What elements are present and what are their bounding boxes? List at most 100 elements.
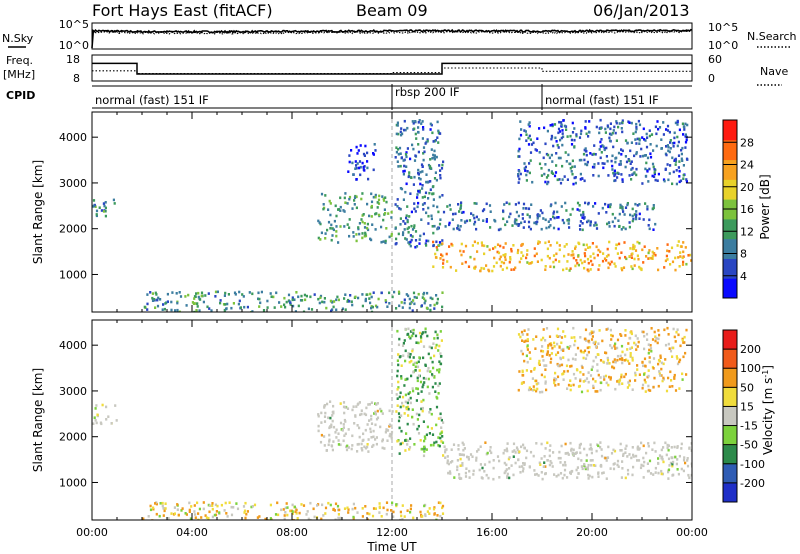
range-cell [213, 513, 216, 517]
range-cell [587, 135, 590, 138]
range-cell [421, 296, 424, 299]
range-cell [413, 224, 416, 227]
range-cell [395, 146, 398, 149]
range-cell [569, 441, 572, 445]
range-cell [363, 226, 367, 229]
range-cell [439, 355, 443, 358]
range-cell [390, 232, 393, 236]
range-cell [354, 194, 357, 198]
range-cell [635, 142, 638, 145]
range-cell [684, 461, 687, 465]
range-cell [663, 179, 666, 183]
range-cell [667, 149, 670, 153]
range-cell [667, 178, 670, 182]
range-cell [413, 443, 416, 446]
range-cell [410, 504, 413, 507]
range-cell [413, 202, 416, 205]
range-cell [376, 305, 379, 309]
range-cell [426, 291, 429, 295]
range-cell [430, 217, 433, 221]
range-cell [580, 459, 583, 462]
range-cell [583, 260, 586, 263]
range-cell [202, 501, 205, 504]
range-cell [189, 517, 192, 520]
range-cell [520, 221, 523, 225]
range-cell [651, 207, 654, 210]
range-cell [544, 368, 547, 371]
range-cell [396, 388, 399, 391]
range-cell [646, 156, 650, 160]
range-cell [599, 376, 602, 379]
colorbar-swatch [723, 444, 737, 465]
range-cell [355, 166, 358, 170]
range-cell [503, 203, 506, 206]
range-cell [657, 457, 660, 460]
range-cell [430, 427, 433, 430]
range-cell [621, 180, 624, 183]
range-cell [343, 507, 347, 510]
y-tick-label: 4000 [59, 339, 87, 352]
range-cell [173, 512, 176, 515]
range-cell [536, 137, 539, 140]
range-cell [440, 426, 443, 429]
range-cell [435, 343, 438, 347]
range-cell [632, 455, 635, 458]
range-cell [323, 297, 326, 300]
range-cell [525, 173, 528, 177]
range-cell [510, 249, 513, 253]
range-cell [526, 253, 529, 256]
range-cell [306, 510, 309, 513]
range-cell [173, 506, 176, 509]
range-cell [416, 427, 419, 431]
range-cell [518, 169, 521, 173]
range-cell [372, 443, 375, 447]
range-cell [631, 207, 634, 211]
range-cell [438, 360, 441, 363]
range-cell [536, 213, 539, 217]
range-cell [522, 254, 525, 258]
range-cell [493, 256, 496, 260]
range-cell [521, 465, 524, 468]
range-cell [468, 476, 471, 479]
range-cell [457, 448, 460, 451]
range-cell [612, 145, 615, 149]
range-cell [634, 379, 637, 382]
range-cell [415, 245, 419, 248]
range-cell [660, 374, 663, 377]
range-cell [429, 158, 432, 161]
range-cell [508, 260, 511, 264]
range-cell [674, 268, 677, 272]
range-cell [388, 409, 391, 413]
range-cell [357, 227, 360, 231]
range-cell [609, 127, 612, 131]
range-cell [666, 443, 669, 447]
range-cell [339, 521, 341, 524]
range-cell [414, 120, 417, 124]
range-cell [649, 472, 653, 475]
range-cell [649, 389, 652, 392]
range-cell [464, 244, 468, 248]
range-cell [596, 363, 599, 366]
range-cell [630, 332, 633, 336]
range-cell [426, 181, 429, 184]
range-cell [490, 451, 493, 455]
range-cell [422, 208, 425, 211]
range-cell [372, 291, 375, 294]
range-cell [364, 446, 367, 450]
range-cell [193, 310, 196, 312]
range-cell [324, 232, 327, 235]
range-cell [657, 268, 660, 272]
range-cell [372, 168, 375, 172]
range-cell [591, 263, 594, 266]
range-cell [631, 473, 634, 477]
range-cell [632, 172, 635, 175]
range-cell [332, 404, 335, 408]
range-cell [616, 358, 619, 362]
range-cell [617, 125, 620, 129]
range-cell [358, 166, 361, 170]
range-cell [104, 209, 107, 213]
range-cell [232, 506, 235, 509]
range-cell [611, 212, 614, 216]
range-cell [257, 291, 260, 295]
range-cell [677, 472, 680, 476]
